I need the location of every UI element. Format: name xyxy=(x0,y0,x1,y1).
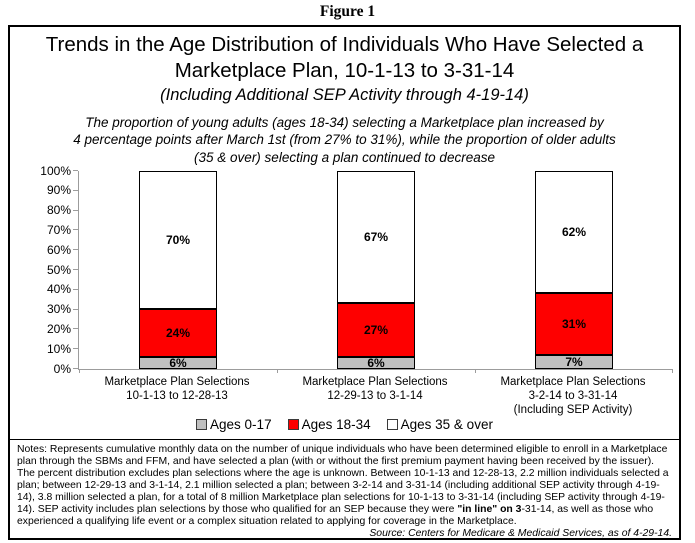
y-tick: 30% xyxy=(47,302,78,316)
y-axis: 0% 10% 20% 30% 40% 50% 60% 70% 80% 90% 100% xyxy=(10,164,78,376)
bar-segment-label: 7% xyxy=(565,354,583,369)
y-tick-mark xyxy=(73,348,78,350)
legend-item: Ages 35 & over xyxy=(386,416,493,432)
bar-group-2: 6% 27% 67% xyxy=(277,170,475,369)
bar-group-1: 6% 24% 70% xyxy=(79,170,277,369)
bar-segment-label: 70% xyxy=(165,232,191,247)
y-tick: 0% xyxy=(54,362,78,376)
bar-segment-label: 24% xyxy=(165,325,191,340)
x-axis-tick xyxy=(276,368,278,373)
legend-item: Ages 18-34 xyxy=(287,416,371,432)
figure-label: Figure 1 xyxy=(319,3,376,20)
y-tick: 40% xyxy=(47,282,78,296)
x-category-label: Marketplace Plan Selections 12-29-13 to 3… xyxy=(302,375,448,402)
bar-segment-label: 62% xyxy=(561,224,587,239)
y-tick-mark xyxy=(73,288,78,290)
bar-segment: 24% xyxy=(139,309,217,357)
bar-stack: 6% 24% 70% xyxy=(139,170,217,369)
bar-segment-label: 31% xyxy=(561,316,587,331)
bar-segment: 70% xyxy=(139,170,217,310)
x-axis-tick xyxy=(79,368,80,373)
bar-segment-label: 27% xyxy=(363,322,389,337)
bar-segment: 62% xyxy=(535,170,613,294)
legend-swatch xyxy=(196,418,208,430)
legend-swatch xyxy=(287,418,299,430)
chart-subtitle-line2: 4 percentage points after March 1st (fro… xyxy=(73,132,616,148)
x-category-label: Marketplace Plan Selections 3-2-14 to 3-3… xyxy=(500,375,646,417)
chart-title-line1: Trends in the Age Distribution of Indivi… xyxy=(45,33,644,56)
bar-group-3: 7% 31% 62% xyxy=(475,170,673,369)
y-tick: 70% xyxy=(47,223,78,237)
bar-segment: 67% xyxy=(337,170,415,304)
bar-segment: 7% xyxy=(535,354,613,369)
legend-swatch xyxy=(386,418,398,430)
legend-label: Ages 35 & over xyxy=(400,416,493,432)
y-tick: 10% xyxy=(47,342,78,356)
y-tick-label: 80% xyxy=(46,203,71,218)
x-axis-labels: Marketplace Plan Selections 10-1-13 to 12… xyxy=(78,375,672,418)
y-tick: 100% xyxy=(40,164,78,178)
legend-label: Ages 18-34 xyxy=(301,416,371,432)
y-tick-label: 60% xyxy=(46,242,71,257)
chart-area: 0% 10% 20% 30% 40% 50% 60% 70% 80% 90% 100% 6% 24% 7… xyxy=(10,164,679,439)
y-tick-label: 100% xyxy=(40,163,71,178)
y-tick-mark xyxy=(73,249,78,251)
notes-text: Notes: Represents cumulative monthly dat… xyxy=(17,443,669,515)
y-tick: 50% xyxy=(47,263,78,277)
legend-item: Ages 0-17 xyxy=(196,417,272,432)
y-tick-mark xyxy=(73,170,78,172)
y-tick-mark xyxy=(73,189,78,191)
notes-bold-text: "in line" on 3 xyxy=(457,503,522,515)
chart-title-line3: (Including Additional SEP Activity throu… xyxy=(160,86,529,105)
bar-segment-label: 6% xyxy=(169,355,187,370)
y-tick: 60% xyxy=(47,243,78,257)
bar-segment: 6% xyxy=(139,357,217,369)
bar-segment: 31% xyxy=(535,293,613,355)
bar-segment-label: 67% xyxy=(363,229,389,244)
y-tick-label: 90% xyxy=(46,183,71,198)
x-category-label: Marketplace Plan Selections 10-1-13 to 12… xyxy=(104,375,250,402)
chart-title-line2: Marketplace Plan, 10-1-13 to 3-31-14 xyxy=(174,58,515,82)
y-tick-label: 40% xyxy=(46,282,71,297)
y-tick-label: 50% xyxy=(46,262,71,277)
y-tick: 20% xyxy=(47,322,78,336)
y-tick: 90% xyxy=(47,183,78,197)
y-tick-mark xyxy=(73,368,78,370)
bar-segment: 6% xyxy=(337,357,415,369)
y-tick-mark xyxy=(73,229,78,231)
bar-segment-label: 6% xyxy=(367,355,385,370)
x-axis-tick xyxy=(475,368,476,373)
y-tick-label: 10% xyxy=(46,341,71,356)
y-tick-label: 20% xyxy=(46,321,71,336)
legend: Ages 0-17 Ages 18-34 Ages 35 & over xyxy=(10,417,679,432)
notes-text-cont: -31-14, as well as those who experienced… xyxy=(17,503,654,527)
y-tick-mark xyxy=(73,209,78,211)
bar-stack: 6% 27% 67% xyxy=(337,170,415,369)
figure-box: Trends in the Age Distribution of Indivi… xyxy=(8,25,681,540)
y-tick-mark xyxy=(73,328,78,330)
y-tick-label: 70% xyxy=(46,222,71,237)
y-tick-mark xyxy=(73,269,78,271)
y-tick-mark xyxy=(73,308,78,310)
y-tick-label: 0% xyxy=(53,361,71,376)
legend-label: Ages 0-17 xyxy=(210,416,272,432)
plot-area: 6% 24% 70% 6% 27% 67% 7% 31% 62% xyxy=(78,170,673,373)
chart-subtitle-line3: (35 & over) selecting a plan continued t… xyxy=(194,149,495,165)
y-tick: 80% xyxy=(47,203,78,217)
chart-subtitle-line1: The proportion of young adults (ages 18-… xyxy=(85,114,604,130)
bar-stack: 7% 31% 62% xyxy=(535,170,613,369)
y-tick-label: 30% xyxy=(46,302,71,317)
source-text: Source: Centers for Medicare & Medicaid … xyxy=(369,527,672,539)
bar-segment: 27% xyxy=(337,303,415,357)
notes: Notes: Represents cumulative monthly dat… xyxy=(10,438,679,539)
x-axis-tick xyxy=(672,368,673,373)
